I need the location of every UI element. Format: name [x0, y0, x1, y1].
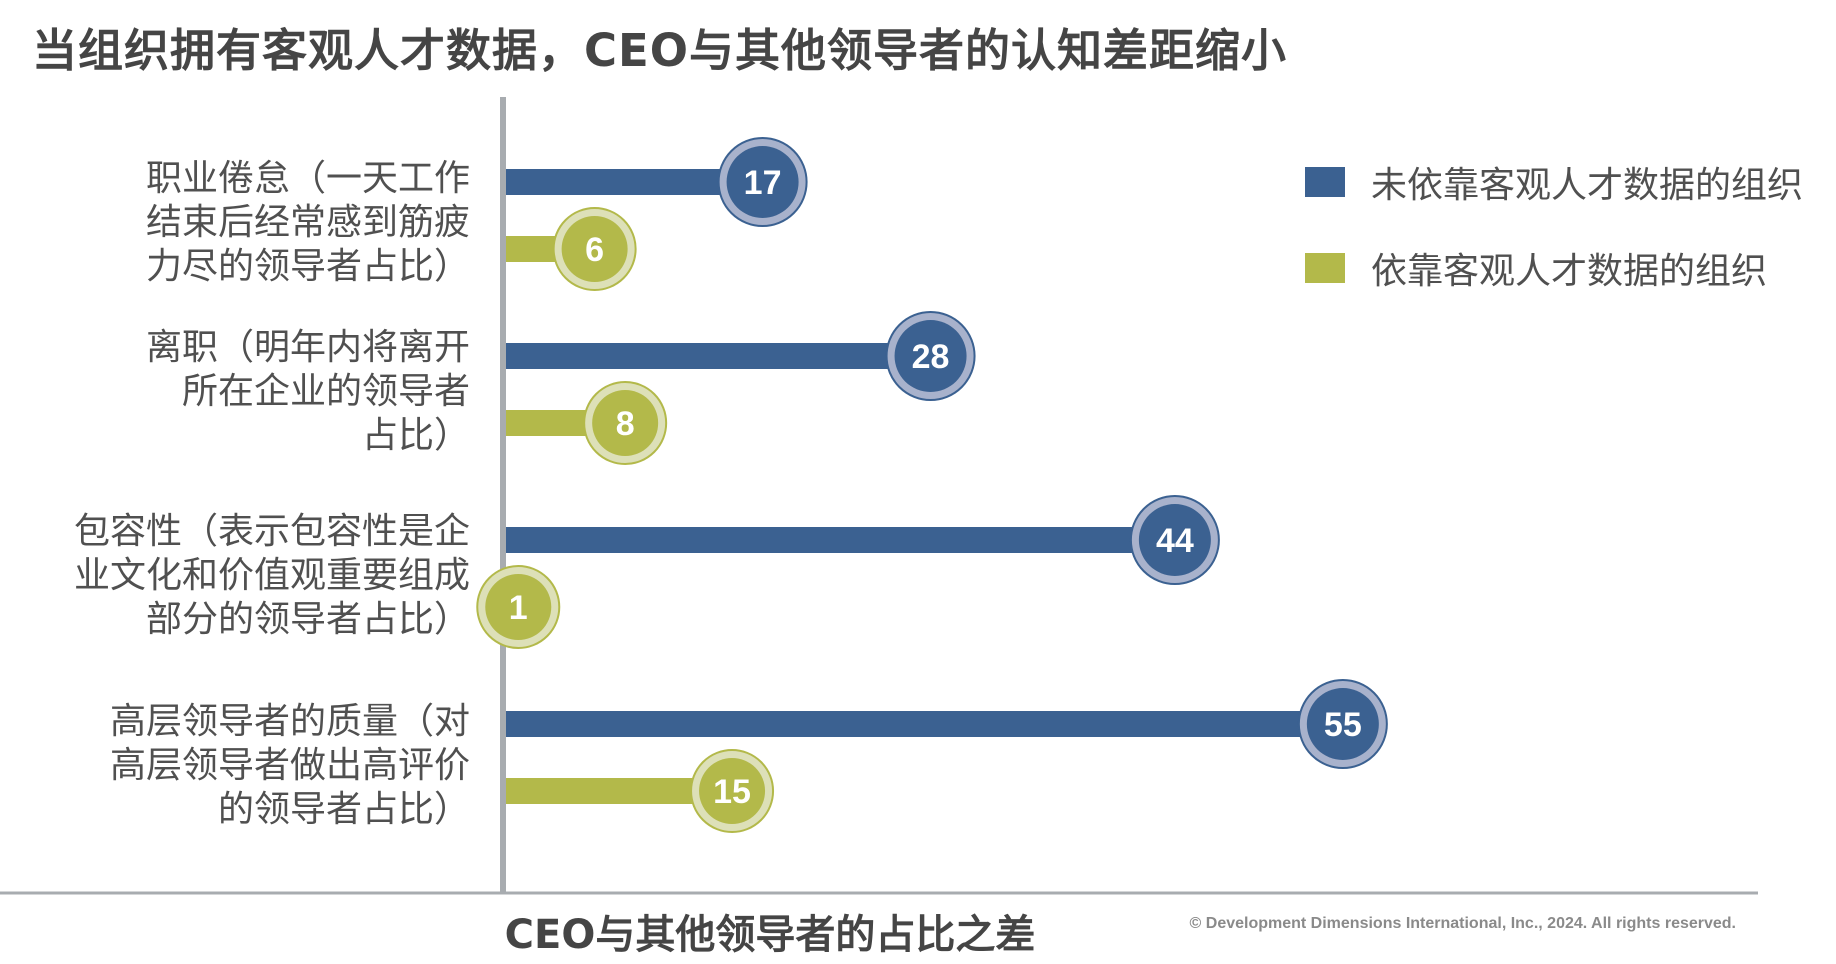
category-label-3-line-2: 业文化和价值观重要组成 — [73, 555, 470, 596]
data-label-no-data-4: 55 — [1324, 706, 1362, 744]
category-label-3-line-3: 部分的领导者占比） — [145, 599, 470, 640]
bar-no-data-2 — [506, 343, 931, 369]
data-label-data-2: 8 — [616, 405, 635, 443]
marker-no-data-1 — [726, 146, 799, 218]
legend-item-data: 依靠客观人才数据的组织 — [1305, 243, 1767, 293]
category-label-2-line-2: 所在企业的领导者 — [181, 371, 470, 412]
marker-no-data-3 — [1138, 504, 1211, 576]
category-label-4-line-3: 的领导者占比） — [217, 789, 470, 830]
marker-no-data-2 — [894, 320, 967, 392]
marker-no-data-4 — [1306, 688, 1379, 760]
marker-data-4 — [699, 758, 766, 824]
marker-data-1 — [561, 216, 628, 282]
category-label-3-line-1: 包容性（表示包容性是企 — [73, 511, 470, 552]
category-label-2: 离职（明年内将离开 所在企业的领导者 占比） — [40, 326, 470, 458]
category-label-1-line-1: 职业倦怠（一天工作 — [145, 158, 470, 199]
legend-item-no-data: 未依靠客观人才数据的组织 — [1305, 157, 1803, 207]
bar-no-data-3 — [506, 527, 1175, 553]
data-label-no-data-3: 44 — [1156, 522, 1194, 560]
copyright-notice: © Development Dimensions International, … — [1189, 915, 1736, 932]
x-axis-title: CEO与其他领导者的占比之差 — [504, 912, 1036, 958]
legend-label-data: 依靠客观人才数据的组织 — [1371, 251, 1768, 292]
category-label-2-line-1: 离职（明年内将离开 — [145, 327, 470, 368]
marker-data-3 — [485, 574, 552, 640]
data-label-data-3: 1 — [509, 589, 528, 627]
category-label-4-line-1: 高层领导者的质量（对 — [109, 701, 470, 742]
data-label-no-data-2: 28 — [912, 338, 950, 376]
legend-label-no-data: 未依靠客观人才数据的组织 — [1371, 165, 1804, 206]
category-label-4: 高层领导者的质量（对 高层领导者做出高评价 的领导者占比） — [40, 700, 470, 832]
category-label-1: 职业倦怠（一天工作 结束后经常感到筋疲 力尽的领导者占比） — [40, 157, 470, 289]
marker-data-2 — [592, 390, 659, 456]
category-label-1-line-3: 力尽的领导者占比） — [145, 246, 470, 287]
chart-title: 当组织拥有客观人才数据，CEO与其他领导者的认知差距缩小 — [32, 24, 1288, 77]
legend-swatch-data — [1305, 253, 1345, 283]
bar-no-data-4 — [506, 711, 1343, 737]
legend-swatch-no-data — [1305, 167, 1345, 197]
data-label-no-data-1: 17 — [744, 164, 782, 202]
category-label-1-line-2: 结束后经常感到筋疲 — [145, 202, 470, 243]
category-label-2-line-3: 占比） — [361, 415, 470, 456]
category-label-3: 包容性（表示包容性是企 业文化和价值观重要组成 部分的领导者占比） — [40, 510, 470, 642]
category-label-4-line-2: 高层领导者做出高评价 — [109, 745, 470, 786]
data-label-data-4: 15 — [713, 773, 751, 811]
data-label-data-1: 6 — [585, 231, 604, 269]
